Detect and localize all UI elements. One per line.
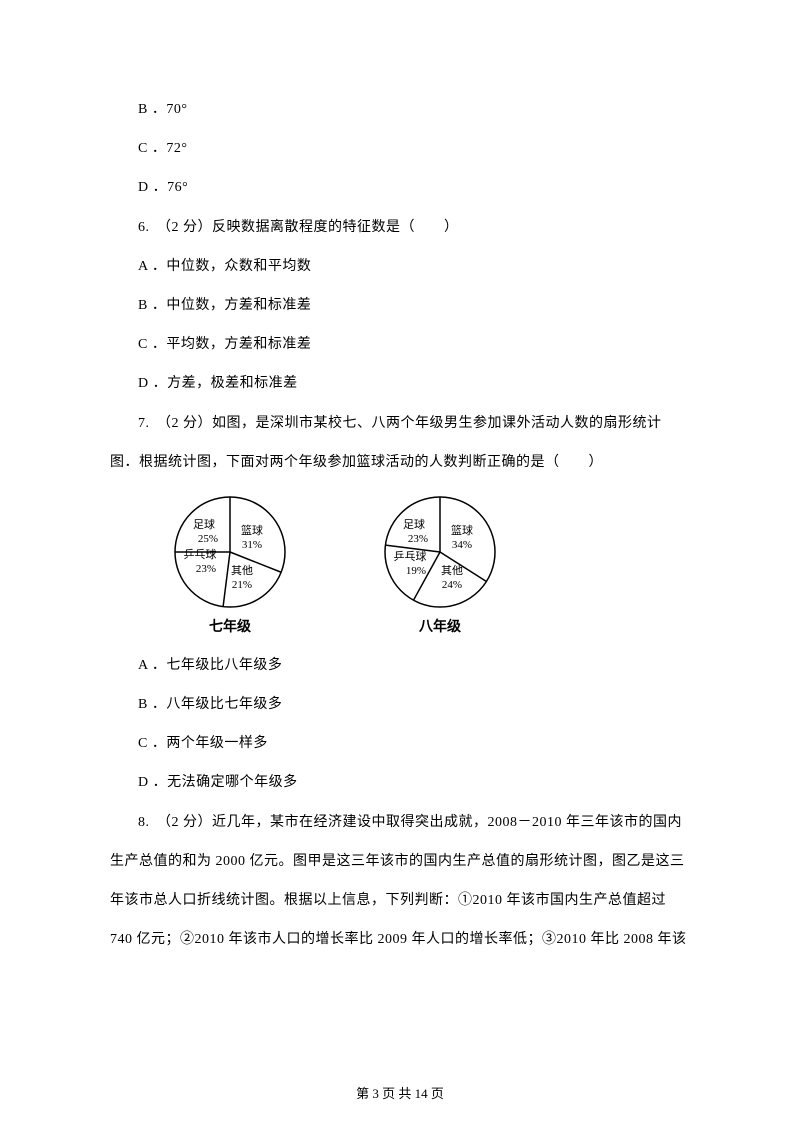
svg-text:19%: 19% (406, 565, 426, 577)
svg-text:24%: 24% (442, 579, 462, 591)
pie-chart-grade8: 篮球 34% 其他 24% 乒乓球 19% 足球 23% (370, 492, 510, 612)
svg-text:足球: 足球 (403, 517, 425, 531)
q5-option-d: D ．76° (110, 168, 690, 207)
q6-option-a: A ．中位数，众数和平均数 (110, 247, 690, 286)
q7-charts: 篮球 31% 其他 21% 乒乓球 23% 足球 25% 七年级 篮球 34% 其他 24% 乒乓球 1… (160, 492, 690, 636)
q8-line4: 740 亿元；②2010 年该市人口的增长率比 2009 年人口的增长率低；③2… (110, 920, 690, 959)
svg-text:25%: 25% (198, 533, 218, 545)
svg-text:23%: 23% (196, 563, 216, 575)
svg-text:其他: 其他 (231, 564, 253, 577)
svg-text:乒乓球: 乒乓球 (184, 547, 217, 561)
page: B ．70° C ．72° D ．76° 6. （2 分）反映数据离散程度的特征… (0, 0, 800, 1132)
q6-stem: 6. （2 分）反映数据离散程度的特征数是（ ） (110, 208, 690, 247)
q7-option-d: D ．无法确定哪个年级多 (110, 763, 690, 802)
chart-grade8: 篮球 34% 其他 24% 乒乓球 19% 足球 23% 八年级 (370, 492, 510, 636)
svg-text:乒乓球: 乒乓球 (394, 549, 427, 563)
q7-option-a: A ．七年级比八年级多 (110, 646, 690, 685)
svg-text:31%: 31% (242, 539, 262, 551)
svg-text:其他: 其他 (441, 564, 463, 577)
q8-line1: 8. （2 分）近几年，某市在经济建设中取得突出成就，2008－2010 年三年… (110, 803, 690, 842)
q7-option-b: B ．八年级比七年级多 (110, 685, 690, 724)
chart-grade7: 篮球 31% 其他 21% 乒乓球 23% 足球 25% 七年级 (160, 492, 300, 636)
svg-text:篮球: 篮球 (451, 523, 473, 537)
svg-text:34%: 34% (452, 539, 472, 551)
q5-option-c: C ．72° (110, 129, 690, 168)
q6-option-c: C ．平均数，方差和标准差 (110, 325, 690, 364)
chart-grade7-label: 七年级 (209, 616, 251, 636)
q7-stem-line2: 图．根据统计图，下面对两个年级参加篮球活动的人数判断正确的是（ ） (110, 443, 690, 482)
q6-option-d: D ．方差，极差和标准差 (110, 364, 690, 403)
svg-text:23%: 23% (408, 533, 428, 545)
chart-grade8-label: 八年级 (419, 616, 461, 636)
q8-line2: 生产总值的和为 2000 亿元。图甲是这三年该市的国内生产总值的扇形统计图，图乙… (110, 842, 690, 881)
q7-stem-line1: 7. （2 分）如图，是深圳市某校七、八两个年级男生参加课外活动人数的扇形统计 (110, 404, 690, 443)
q6-option-b: B ．中位数，方差和标准差 (110, 286, 690, 325)
svg-text:21%: 21% (232, 579, 252, 591)
svg-text:足球: 足球 (193, 517, 215, 531)
q7-option-c: C ．两个年级一样多 (110, 724, 690, 763)
pie-chart-grade7: 篮球 31% 其他 21% 乒乓球 23% 足球 25% (160, 492, 300, 612)
svg-text:篮球: 篮球 (241, 523, 263, 537)
page-footer: 第 3 页 共 14 页 (0, 1083, 800, 1102)
q5-option-b: B ．70° (110, 90, 690, 129)
q8-line3: 年该市总人口折线统计图。根据以上信息，下列判断：①2010 年该市国内生产总值超… (110, 881, 690, 920)
